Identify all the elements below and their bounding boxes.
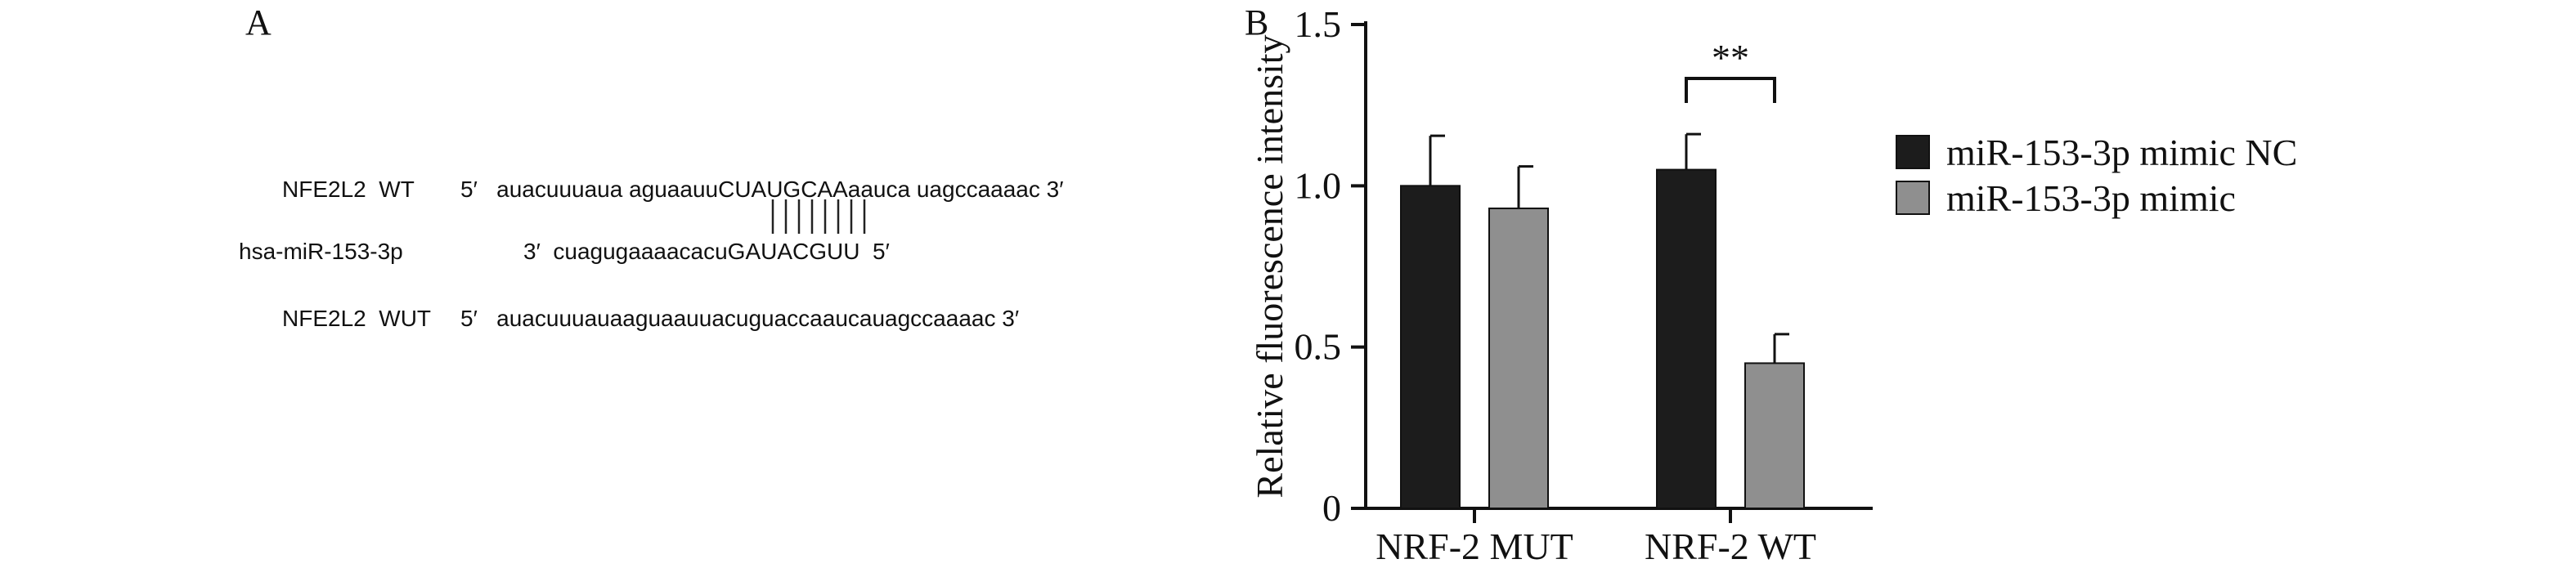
y-tick-label: 1.0 xyxy=(1295,164,1342,206)
sequence-row-hsa-mir-153-3p: hsa-miR-153-3p 3′ cuagugaaaacacuGAUACGUU… xyxy=(239,239,890,317)
x-tick-label: NRF-2 MUT xyxy=(1376,526,1573,567)
panel-b-label: B xyxy=(1245,2,1269,42)
y-tick-label: 0.5 xyxy=(1295,326,1342,368)
sequence-name: hsa-miR-153-3p xyxy=(239,239,403,264)
panel-a-label: A xyxy=(245,2,272,42)
bar xyxy=(1744,362,1805,509)
chart-bars xyxy=(1400,132,1805,510)
legend-label: miR-153-3p mimic NC xyxy=(1946,131,2298,173)
legend-item: miR-153-3p mimic NC xyxy=(1896,132,2297,173)
sequence-row-nfe2l2-wut: NFE2L2 WUT 5′ auacuuuauaaguaauuacuguacca… xyxy=(282,306,1019,384)
base-pairing-marks xyxy=(771,199,866,234)
bar xyxy=(1656,168,1717,509)
y-tick-label: 0 xyxy=(1322,487,1341,529)
sequence-text: 5′ auacuuuauaaguaauuacuguaccaaucauagccaa… xyxy=(460,306,1020,331)
legend-label: miR-153-3p mimic xyxy=(1946,177,2236,219)
bar xyxy=(1488,207,1549,510)
x-tick-label: NRF-2 WT xyxy=(1645,526,1816,567)
legend-item: miR-153-3p mimic xyxy=(1896,177,2236,219)
legend-swatch xyxy=(1896,181,1930,215)
sequence-row-nfe2l2-wt: NFE2L2 WT 5′ auacuuuaua aguaauuCUAUGCAAa… xyxy=(282,177,1063,255)
legend-swatch xyxy=(1896,135,1930,169)
bar xyxy=(1400,185,1461,509)
sequence-name: NFE2L2 WUT xyxy=(282,306,432,331)
y-tick-label: 1.5 xyxy=(1295,3,1342,45)
y-axis-label: Relative fluorescence intensity xyxy=(1249,34,1290,498)
significance-label: ** xyxy=(1712,37,1749,78)
sequence-text: 3′ cuagugaaaacacuGAUACGUU 5′ xyxy=(523,239,890,264)
sequence-text: 5′ auacuuuaua aguaauuCUAUGCAAaauca uagcc… xyxy=(460,177,1064,202)
significance-bracket xyxy=(1685,77,1776,103)
sequence-name: NFE2L2 WT xyxy=(282,177,415,202)
